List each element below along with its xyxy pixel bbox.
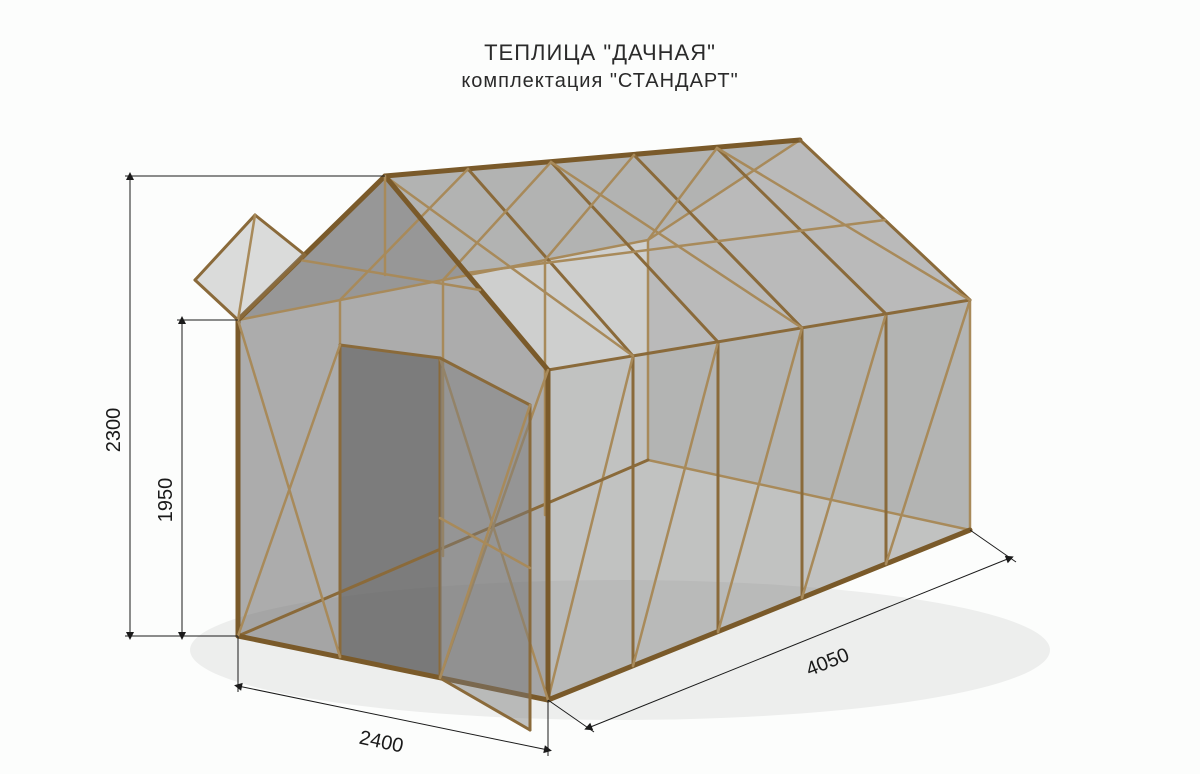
dim-total-height-label: 2300 [103, 408, 125, 453]
dim-wall-height: 1950 [155, 320, 238, 636]
diagram-stage: ТЕПЛИЦА "ДАЧНАЯ" комплектация "СТАНДАРТ" [0, 0, 1200, 774]
door-opening [340, 345, 440, 678]
dim-width-label: 2400 [357, 727, 405, 758]
dim-wall-height-label: 1950 [155, 478, 177, 523]
greenhouse-svg: 2300 1950 2400 4050 [0, 0, 1200, 774]
door-leaf [440, 358, 530, 730]
